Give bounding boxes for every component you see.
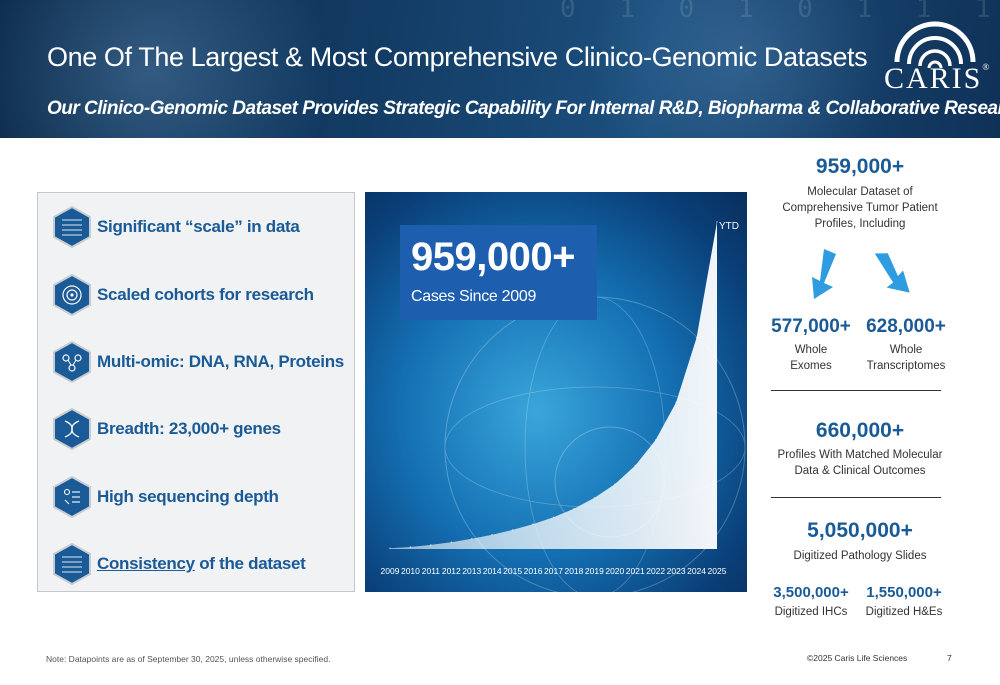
feature-item-breadth: Breadth: 23,000+ genes bbox=[52, 407, 352, 451]
pathology-value: 5,050,000+ bbox=[807, 519, 913, 542]
headline-label: Cases Since 2009 bbox=[411, 288, 537, 305]
cases-area-series bbox=[390, 222, 717, 549]
ytd-annotation: YTD bbox=[719, 221, 739, 232]
x-tick-label: 2023 bbox=[667, 566, 686, 576]
copyright: ©2025 Caris Life Sciences bbox=[807, 653, 908, 663]
split-arrows bbox=[812, 249, 910, 299]
pathology-label: Digitized Pathology Slides bbox=[793, 550, 927, 562]
x-tick-label: 2010 bbox=[401, 566, 420, 576]
arrow-down-right-icon bbox=[874, 253, 910, 293]
page-title: One Of The Largest & Most Comprehensive … bbox=[47, 42, 868, 72]
transcriptomes-label: Whole Transcriptomes bbox=[866, 344, 946, 372]
data-point-2017 bbox=[552, 516, 555, 519]
feature-label: Multi-omic: DNA, RNA, Proteins bbox=[97, 352, 344, 371]
divider bbox=[771, 497, 941, 498]
molecule-icon bbox=[53, 340, 91, 384]
data-point-2023 bbox=[675, 401, 677, 404]
feature-item-multiomic: Multi-omic: DNA, RNA, Proteins bbox=[52, 340, 352, 384]
target-icon bbox=[53, 273, 91, 317]
caris-logo-icon bbox=[894, 21, 976, 69]
x-tick-label: 2013 bbox=[462, 566, 481, 576]
x-tick-label: 2022 bbox=[646, 566, 665, 576]
feature-item-depth: High sequencing depth bbox=[52, 475, 352, 519]
data-grid-icon bbox=[53, 542, 91, 586]
data-point-2018 bbox=[573, 507, 575, 510]
caris-wordmark: CARIS® bbox=[884, 62, 990, 95]
banner-glow bbox=[560, 0, 920, 138]
feature-label: Significant “scale” in data bbox=[97, 217, 300, 236]
data-point-2022 bbox=[654, 439, 657, 441]
molecular-value: 959,000+ bbox=[815, 155, 905, 178]
x-tick-label: 2024 bbox=[687, 566, 706, 576]
data-point-2020 bbox=[614, 483, 616, 486]
data-point-2024 bbox=[695, 336, 698, 339]
ihc-label: Digitized IHCs bbox=[774, 606, 848, 618]
layers-icon bbox=[53, 475, 91, 519]
x-tick-label: 2025 bbox=[708, 566, 727, 576]
headline-box: 959,000+ Cases Since 2009 bbox=[400, 225, 597, 320]
arrow-down-left-icon bbox=[812, 249, 836, 299]
feature-item-scale: Significant “scale” in data bbox=[52, 205, 352, 249]
consistency-link[interactable]: Consistency bbox=[97, 554, 195, 573]
x-tick-label: 2015 bbox=[503, 566, 522, 576]
matched-value: 660,000+ bbox=[815, 419, 905, 442]
data-point-2015 bbox=[511, 529, 514, 531]
data-point-2012 bbox=[450, 541, 453, 543]
he-value: 1,550,000+ bbox=[866, 584, 942, 601]
ihc-value: 3,500,000+ bbox=[773, 584, 849, 601]
x-tick-label: 2012 bbox=[442, 566, 461, 576]
feature-label: Breadth: 23,000+ genes bbox=[97, 419, 281, 438]
page-number: 7 bbox=[947, 653, 952, 663]
data-grid-icon bbox=[53, 205, 91, 249]
headline-value: 959,000+ bbox=[411, 235, 575, 279]
exomes-value: 577,000+ bbox=[771, 316, 851, 337]
exomes-label: Whole Exomes bbox=[790, 344, 832, 372]
x-tick-label: 2011 bbox=[422, 566, 441, 576]
header-banner: 0 1 0 1 0 1 1 1 One Of The Largest & Mos… bbox=[0, 0, 1000, 138]
banner-glow bbox=[0, 0, 360, 138]
x-tick-label: 2017 bbox=[544, 566, 563, 576]
feature-item-cohorts: Scaled cohorts for research bbox=[52, 273, 352, 317]
feature-panel: Significant “scale” in data Scaled cohor… bbox=[37, 192, 355, 592]
x-tick-label: 2016 bbox=[524, 566, 543, 576]
feature-item-consistency: Consistency of the dataset bbox=[52, 542, 352, 586]
x-tick-label: 2019 bbox=[585, 566, 604, 576]
feature-label: Scaled cohorts for research bbox=[97, 285, 314, 304]
data-point-2021 bbox=[634, 464, 637, 467]
banner-binary-pattern: 0 1 0 1 0 1 1 1 bbox=[560, 0, 1000, 24]
footnote: Note: Datapoints are as of September 30,… bbox=[46, 654, 331, 664]
x-tick-label: 2018 bbox=[564, 566, 583, 576]
x-tick-label: 2020 bbox=[605, 566, 624, 576]
data-point-2013 bbox=[470, 537, 473, 540]
data-point-2011 bbox=[430, 544, 432, 546]
transcriptomes-value: 628,000+ bbox=[866, 316, 946, 337]
molecular-label: Molecular Dataset of Comprehensive Tumor… bbox=[782, 186, 938, 230]
x-tick-label: 2014 bbox=[483, 566, 502, 576]
x-tick-label: 2009 bbox=[381, 566, 400, 576]
page-subtitle: Our Clinico-Genomic Dataset Provides Str… bbox=[47, 98, 1000, 119]
data-point-2009 bbox=[389, 547, 391, 550]
dna-icon bbox=[53, 407, 91, 451]
he-label: Digitized H&Es bbox=[865, 606, 943, 618]
matched-label: Profiles With Matched Molecular Data & C… bbox=[777, 449, 943, 477]
divider bbox=[771, 390, 941, 391]
feature-label[interactable]: Consistency of the dataset bbox=[97, 554, 306, 573]
data-point-2016 bbox=[532, 523, 534, 525]
x-tick-label: 2021 bbox=[626, 566, 645, 576]
data-point-2025 bbox=[716, 221, 718, 223]
data-point-2014 bbox=[491, 533, 493, 536]
data-point-2019 bbox=[593, 497, 596, 499]
data-point-2010 bbox=[409, 546, 412, 548]
feature-label: High sequencing depth bbox=[97, 487, 279, 506]
cases-growth-chart: 2009 2010 2011 2012 2013 2014 2015 2016 2017 2018… bbox=[365, 192, 747, 592]
